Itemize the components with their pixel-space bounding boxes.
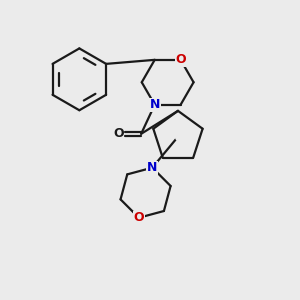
Text: O: O	[134, 211, 144, 224]
Text: O: O	[113, 127, 124, 140]
Text: N: N	[149, 98, 160, 111]
Text: O: O	[175, 53, 186, 66]
Text: N: N	[147, 161, 158, 174]
